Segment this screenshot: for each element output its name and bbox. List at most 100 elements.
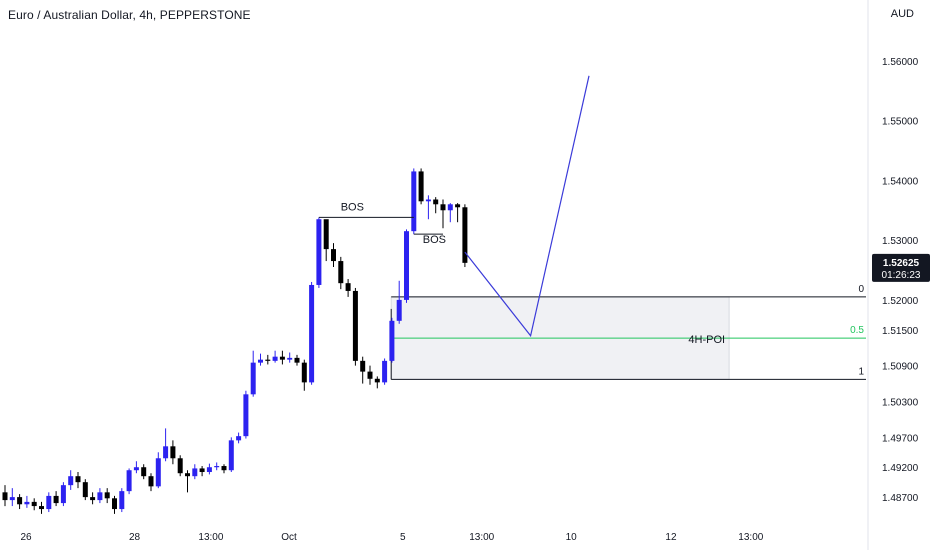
candle xyxy=(243,390,249,439)
candle-body xyxy=(331,249,336,262)
candle-body xyxy=(9,497,15,501)
candle xyxy=(462,204,468,268)
candle-body xyxy=(206,467,212,473)
x-tick-label: 10 xyxy=(566,532,578,543)
y-tick-label: 1.50300 xyxy=(882,397,919,408)
poi-label: 4H-POI xyxy=(688,334,725,346)
candle-body xyxy=(112,498,117,510)
x-tick-label: 12 xyxy=(665,532,677,543)
candle xyxy=(24,495,30,508)
candle xyxy=(119,488,125,513)
candle xyxy=(250,350,256,397)
candle-body xyxy=(60,485,66,504)
candle xyxy=(39,501,44,514)
candle xyxy=(60,482,66,507)
x-tick-label: 28 xyxy=(129,532,141,543)
candle-body xyxy=(82,482,88,498)
candle xyxy=(367,365,373,385)
candle xyxy=(46,492,52,513)
candle-body xyxy=(294,357,300,363)
candle xyxy=(17,494,23,510)
candle-body xyxy=(316,219,322,285)
candle xyxy=(265,354,271,365)
candle xyxy=(133,461,139,474)
candle-body xyxy=(462,207,468,263)
candle xyxy=(97,488,103,504)
candle-body xyxy=(382,360,388,383)
candle xyxy=(192,464,198,480)
candle-body xyxy=(97,492,103,501)
candle xyxy=(316,217,322,288)
candle xyxy=(2,485,8,507)
candle xyxy=(82,479,88,501)
chart-title: Euro / Australian Dollar, 4h, PEPPERSTON… xyxy=(8,8,251,22)
candle-body xyxy=(119,491,125,510)
candle xyxy=(287,352,293,363)
y-tick-label: 1.48700 xyxy=(882,493,919,504)
current-price-value: 1.52625 xyxy=(883,258,920,269)
candle xyxy=(455,203,461,223)
candle-body xyxy=(185,473,190,477)
candle-body xyxy=(163,446,169,459)
y-tick-label: 1.49700 xyxy=(882,433,919,444)
candle-body xyxy=(199,468,205,473)
candle-body xyxy=(53,495,59,504)
candle xyxy=(447,203,453,223)
candle xyxy=(206,463,212,475)
candle-body xyxy=(170,446,176,459)
candle-body xyxy=(104,492,110,499)
candle-body xyxy=(221,466,227,471)
candle xyxy=(279,350,285,365)
candle xyxy=(418,168,424,205)
candle xyxy=(163,428,169,462)
candle xyxy=(68,470,74,490)
x-tick-label: 13:00 xyxy=(469,532,494,543)
fib-level-label: 1 xyxy=(858,366,864,377)
candle xyxy=(214,462,220,471)
candle xyxy=(177,455,183,477)
fib-level-label: 0 xyxy=(858,284,864,295)
candle-body xyxy=(148,476,154,487)
candle-body xyxy=(192,468,198,477)
candle xyxy=(141,464,147,480)
candle-body xyxy=(301,362,307,383)
candle xyxy=(374,376,380,389)
y-tick-label: 1.51500 xyxy=(882,326,919,337)
candle xyxy=(104,488,110,504)
candle-body xyxy=(75,476,81,483)
candle xyxy=(221,464,227,474)
candle-body xyxy=(309,284,315,383)
candle xyxy=(9,488,15,507)
candle xyxy=(155,452,161,489)
candle xyxy=(440,199,446,229)
candle xyxy=(389,317,395,363)
candle xyxy=(75,472,81,489)
candle-body xyxy=(17,497,23,505)
x-tick-label: 5 xyxy=(400,532,406,543)
candle-body xyxy=(345,283,351,291)
candle-body xyxy=(374,378,380,383)
candle xyxy=(382,358,388,385)
candle-body xyxy=(68,476,74,486)
candle xyxy=(301,359,307,391)
y-tick-label: 1.50900 xyxy=(882,362,919,373)
y-tick-label: 1.56000 xyxy=(882,57,919,68)
candle xyxy=(90,492,96,505)
candle-body xyxy=(367,371,373,379)
candle xyxy=(360,356,366,384)
x-tick-label: 13:00 xyxy=(198,532,223,543)
candle xyxy=(411,168,417,235)
candle-body xyxy=(433,199,439,205)
candle xyxy=(294,354,300,366)
candle-body xyxy=(177,458,183,474)
candle-body xyxy=(90,497,96,501)
candle-body xyxy=(352,290,358,361)
candle-body xyxy=(396,299,402,321)
candle xyxy=(272,350,278,363)
candle xyxy=(148,473,154,492)
candle xyxy=(228,437,234,473)
candle-body xyxy=(250,362,256,395)
candle-body xyxy=(418,171,424,202)
